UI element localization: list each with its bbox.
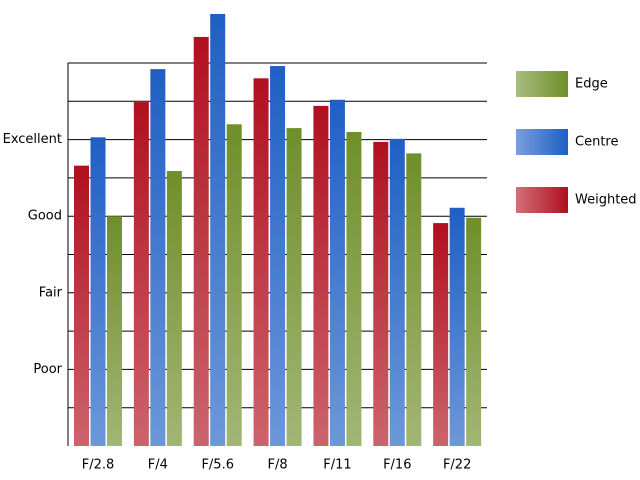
bar (406, 153, 422, 446)
bar (133, 102, 149, 446)
x-tick-label: F/2.8 (82, 458, 115, 473)
bar (286, 128, 302, 447)
bar (253, 78, 269, 446)
x-tick-label: F/4 (148, 458, 168, 473)
x-tick-label: F/11 (323, 458, 351, 473)
bar (389, 138, 405, 447)
bar (466, 217, 482, 446)
y-tick-label: Excellent (3, 132, 62, 147)
bar (373, 141, 389, 446)
bar (226, 124, 242, 446)
bar (449, 207, 465, 446)
bar (166, 171, 182, 447)
legend-swatch (516, 129, 568, 155)
legend-swatch (516, 187, 568, 213)
bar (313, 105, 329, 446)
bar (193, 36, 209, 447)
bar (90, 137, 106, 446)
bar (329, 99, 345, 446)
bar (107, 216, 122, 446)
bar (346, 131, 362, 446)
legend-label: Centre (575, 135, 618, 150)
x-tick-label: F/8 (268, 458, 288, 473)
x-tick-label: F/22 (443, 458, 471, 473)
bar (210, 13, 226, 446)
bar (74, 165, 89, 447)
bar (270, 66, 286, 447)
legend-label: Edge (575, 77, 608, 92)
y-tick-label: Good (28, 209, 62, 224)
legend-label: Weighted (575, 193, 637, 208)
y-tick-label: Poor (33, 362, 62, 377)
x-tick-label: F/5.6 (201, 458, 234, 473)
y-tick-label: Fair (39, 285, 63, 300)
x-tick-label: F/16 (383, 458, 411, 473)
legend-swatch (516, 71, 568, 97)
bar (433, 223, 449, 446)
bar (150, 69, 166, 447)
